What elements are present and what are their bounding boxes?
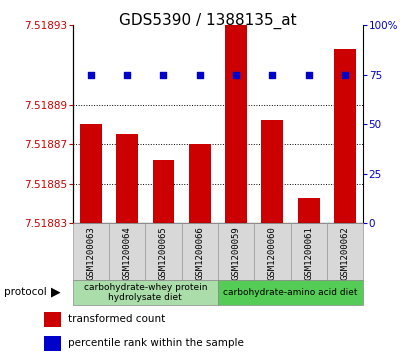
Text: transformed count: transformed count [68,314,165,325]
Text: carbohydrate-whey protein
hydrolysate diet: carbohydrate-whey protein hydrolysate di… [83,282,207,302]
Text: GSM1200065: GSM1200065 [159,226,168,280]
Bar [153,160,174,223]
Text: GSM1200066: GSM1200066 [195,226,204,280]
Bar [44,311,61,327]
Bar [109,223,145,280]
Point [88,72,94,78]
Point [160,72,167,78]
Bar [225,25,247,223]
Text: protocol: protocol [4,287,47,297]
Bar [290,223,327,280]
Text: GDS5390 / 1388135_at: GDS5390 / 1388135_at [119,13,296,29]
Point [233,72,239,78]
Bar [327,223,363,280]
Text: GSM1200061: GSM1200061 [304,226,313,280]
Text: carbohydrate-amino acid diet: carbohydrate-amino acid diet [223,288,358,297]
Text: GSM1200060: GSM1200060 [268,226,277,280]
Bar [80,124,102,223]
Point [305,72,312,78]
Bar [298,197,320,223]
Bar [116,134,138,223]
Bar [145,223,181,280]
Bar [181,223,218,280]
Text: ▶: ▶ [51,286,61,299]
Bar [218,223,254,280]
Point [196,72,203,78]
Text: GSM1200064: GSM1200064 [122,226,132,280]
Point [124,72,130,78]
Bar [189,144,211,223]
Point [342,72,348,78]
Bar [254,223,290,280]
Text: percentile rank within the sample: percentile rank within the sample [68,338,244,348]
Bar [261,121,283,223]
Bar [334,49,356,223]
Text: GSM1200062: GSM1200062 [340,226,349,280]
Point [269,72,276,78]
Text: GSM1200059: GSM1200059 [232,226,241,280]
Bar [73,223,109,280]
Bar [44,335,61,351]
Bar [218,280,363,305]
Bar [73,280,218,305]
Text: GSM1200063: GSM1200063 [86,226,95,280]
